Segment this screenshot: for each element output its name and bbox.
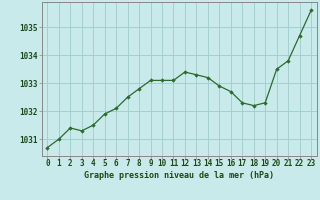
X-axis label: Graphe pression niveau de la mer (hPa): Graphe pression niveau de la mer (hPa) [84, 171, 274, 180]
